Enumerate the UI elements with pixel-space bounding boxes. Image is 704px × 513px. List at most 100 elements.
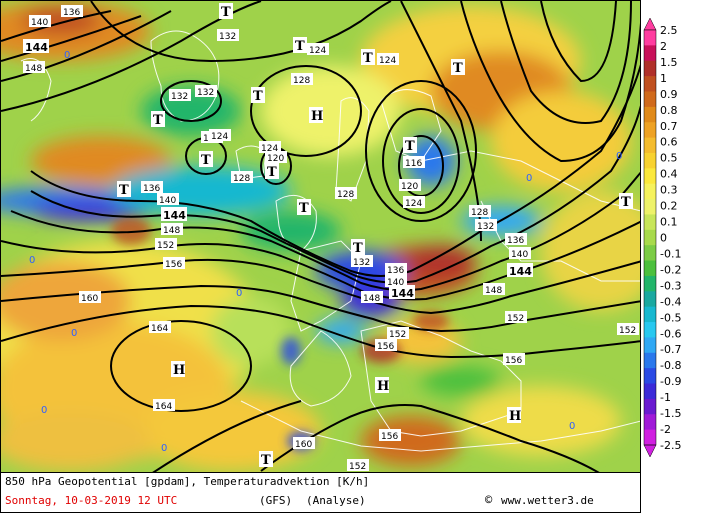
svg-text:132: 132 [171,92,188,102]
copyright-icon: © [485,493,493,507]
svg-text:T: T [201,153,211,168]
svg-text:128: 128 [293,76,310,86]
legend-swatch [644,352,656,369]
svg-text:132: 132 [197,88,214,98]
legend-swatch [644,137,656,154]
contour-label: 136 [61,5,83,18]
svg-text:160: 160 [81,294,98,304]
zero-label: 0 [569,421,575,432]
contour-label: 164 [149,321,171,334]
contour-label: 144 [507,263,533,278]
low-center: T [619,193,633,210]
svg-text:128: 128 [471,208,488,218]
svg-text:148: 148 [363,294,380,304]
svg-text:H: H [311,109,323,124]
legend-label: -0.9 [660,375,681,388]
svg-text:132: 132 [477,222,494,232]
legend-canvas: 2.5 2 1.5 1 0.9 0.8 0.7 0.6 0.5 0.4 0.3 0.2 0.1 0 -0.1… [643,17,681,458]
contour-label: 128 [291,73,313,86]
contour-label: 132 [475,219,497,232]
contour-label: 140 [29,15,51,28]
contour-label: 144 [389,285,415,300]
svg-text:140: 140 [159,196,176,206]
legend-label: -1 [660,391,671,404]
contour-label: 140 [157,193,179,206]
zero-label: 0 [29,255,35,266]
legend-swatch [644,45,656,62]
legend-bottom-arrow [643,444,657,458]
legend-label: 0.4 [660,168,678,181]
legend-label: -1.5 [660,407,681,420]
contour-label: 120 [399,179,421,192]
low-center: T [151,111,165,128]
legend-label: 0.5 [660,152,678,165]
svg-text:T: T [405,139,415,154]
contour-label: 148 [23,61,45,74]
svg-text:136: 136 [387,266,404,276]
legend-frame [643,29,657,446]
svg-text:152: 152 [157,241,174,251]
contour-label: 156 [503,353,525,366]
svg-text:152: 152 [349,462,366,472]
legend-swatch [644,122,656,139]
contour-label: 156 [375,339,397,352]
contour-label: 156 [379,429,401,442]
model-name: (GFS) [259,494,293,507]
svg-text:T: T [299,201,309,216]
high-center: H [171,361,185,378]
zero-markers: 0 0 0 0 0 0 0 0 0 [29,50,622,454]
contour-label: 132 [195,85,217,98]
svg-text:156: 156 [165,260,182,270]
contour-label: 132 [351,255,373,268]
svg-text:124: 124 [261,144,278,154]
low-center: T [199,151,213,168]
zero-label: 0 [526,173,532,184]
low-center: T [297,199,311,216]
contour-label: 160 [293,437,315,450]
legend-swatch [644,337,656,354]
contour-label: 124 [307,43,329,56]
legend-swatch [644,91,656,108]
high-center: H [507,407,521,424]
svg-text:136: 136 [143,184,160,194]
legend-label: 1 [660,72,667,85]
svg-text:116: 116 [405,159,422,169]
svg-text:132: 132 [219,32,236,42]
contour-label: 144 [23,39,49,54]
svg-text:140: 140 [31,18,48,28]
legend-label: 0.1 [660,216,678,229]
low-center: T [351,239,365,256]
contour-label: 164 [153,399,175,412]
contour-label: 152 [617,323,639,336]
svg-text:160: 160 [295,440,312,450]
contour-label: 128 [231,171,253,184]
legend-label: -2 [660,423,671,436]
high-center: H [309,107,323,124]
legend-label: -0.3 [660,279,681,292]
low-center: T [251,87,265,104]
legend-swatch [644,152,656,169]
svg-text:164: 164 [151,324,168,334]
svg-text:124: 124 [379,56,396,66]
svg-text:T: T [295,39,305,54]
contour-label: 148 [161,223,183,236]
legend-swatch [644,199,656,215]
svg-text:124: 124 [405,199,422,209]
contour-label: 124 [403,196,425,209]
legend-swatch [644,306,656,323]
legend-label: -0.7 [660,343,681,356]
credit-link[interactable]: www.wetter3.de [501,494,594,507]
svg-text:H: H [377,379,389,394]
contour-label: 152 [387,327,409,340]
legend-label: 0.3 [660,184,678,197]
legend-label: 0.7 [660,120,678,133]
svg-text:T: T [119,183,129,198]
zero-label: 0 [616,151,622,162]
legend-label: -0.1 [660,247,681,260]
contour-label: 136 [141,181,163,194]
legend-swatch [644,383,656,400]
contour-label: 136 [505,233,527,246]
legend-swatch [644,106,656,123]
svg-text:120: 120 [267,154,284,164]
svg-text:T: T [267,165,277,180]
